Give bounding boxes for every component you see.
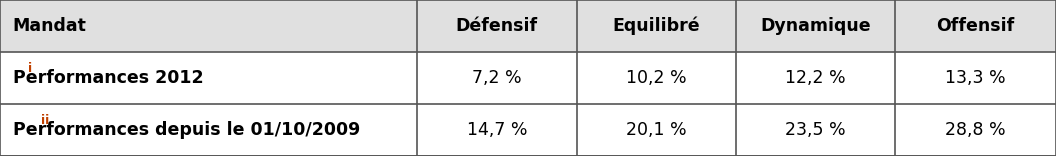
Text: Equilibré: Equilibré [612,17,700,35]
Bar [0,104,1056,156]
Text: 20,1 %: 20,1 % [626,121,686,139]
Text: 28,8 %: 28,8 % [945,121,1005,139]
Text: Performances depuis le 01/10/2009: Performances depuis le 01/10/2009 [13,121,360,139]
Text: 10,2 %: 10,2 % [626,69,686,87]
Text: 23,5 %: 23,5 % [786,121,846,139]
Text: 14,7 %: 14,7 % [467,121,527,139]
Text: 12,2 %: 12,2 % [786,69,846,87]
Bar [0,52,1056,104]
Text: Offensif: Offensif [936,17,1015,35]
Text: Mandat: Mandat [13,17,87,35]
Bar [0,0,1056,52]
Text: 13,3 %: 13,3 % [945,69,1005,87]
Text: ii: ii [41,114,50,127]
Text: 7,2 %: 7,2 % [472,69,522,87]
Text: Performances 2012: Performances 2012 [13,69,204,87]
Text: Défensif: Défensif [456,17,538,35]
Text: i: i [29,62,33,75]
Text: Dynamique: Dynamique [760,17,871,35]
